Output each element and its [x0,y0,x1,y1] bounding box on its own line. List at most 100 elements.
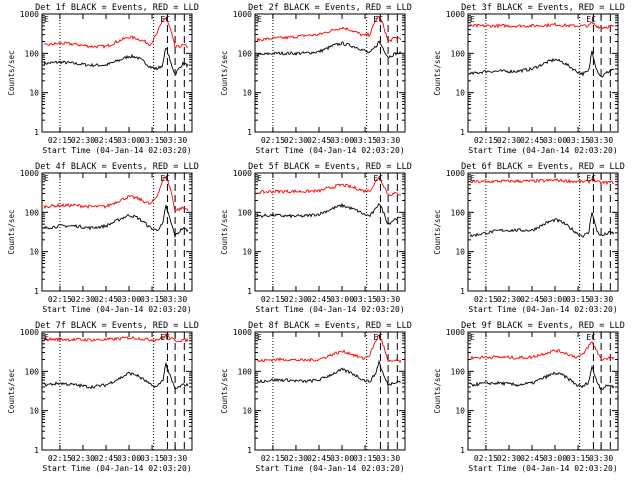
x-tick-label: 02:45 [307,295,331,304]
x-tick-label: 02:30 [284,295,308,304]
y-tick-label: 10 [242,407,252,416]
x-axis-label: Start Time (04-Jan-14 02:03:20) [468,464,617,473]
panel-title: Det 8f BLACK = Events, RED = LLD [248,321,412,331]
x-tick-label: 02:45 [94,454,118,463]
y-tick-label: 1000 [446,328,465,337]
y-tick-label: 10 [455,248,465,257]
y-tick-label: 1 [247,128,252,137]
x-tick-label: 02:30 [497,295,521,304]
series-line-lld [469,21,615,30]
flare-flag-label: E [44,174,49,183]
y-tick-label: 100 [238,49,253,58]
x-tick-label: 02:30 [284,136,308,145]
y-axis-label: Counts/sec [433,368,442,413]
y-tick-label: 100 [25,208,40,217]
x-tick-label: 02:45 [520,454,544,463]
detector-panel-1: Det 1f BLACK = Events, RED = LLD 1 10 100 10… [7,3,199,155]
y-tick-label: 1000 [20,328,39,337]
flare-flag-label: E [257,174,262,183]
x-tick-label: 02:15 [474,454,498,463]
y-axis-label: Counts/sec [7,50,16,95]
x-tick-label: 02:15 [48,454,72,463]
series-line-lld [469,177,615,186]
detector-panel-8: Det 8f BLACK = Events, RED = LLD 1 10 100 10… [220,321,412,473]
x-axis-label: Start Time (04-Jan-14 02:03:20) [468,305,617,314]
series-line-events [43,204,189,239]
x-tick-label: 03:15 [140,454,164,463]
x-tick-label: 03:15 [140,136,164,145]
x-tick-label: 03:30 [589,454,613,463]
y-tick-label: 1 [34,446,39,455]
series-line-lld [469,341,615,361]
plot-frame [41,172,193,292]
x-tick-label: 02:15 [48,136,72,145]
panel-title: Det 7f BLACK = Events, RED = LLD [35,321,199,331]
x-tick-label: 02:15 [474,136,498,145]
x-tick-label: 02:45 [94,295,118,304]
x-tick-label: 02:30 [284,454,308,463]
y-tick-label: 1 [247,287,252,296]
x-tick-label: 03:00 [330,136,354,145]
x-tick-label: 03:00 [543,136,567,145]
x-tick-label: 03:15 [566,295,590,304]
detector-panel-6: Det 6f BLACK = Events, RED = LLD 1 10 100 10… [433,162,625,314]
series-line-events [469,50,615,78]
detector-panel-3: Det 3f BLACK = Events, RED = LLD 1 10 100 10… [433,3,625,155]
x-tick-label: 02:45 [520,136,544,145]
y-tick-label: 10 [29,89,39,98]
series-line-events [256,40,402,59]
y-tick-label: 1000 [20,10,39,19]
x-tick-label: 03:30 [376,454,400,463]
flare-flag-label: E [257,15,262,24]
y-axis-label: Counts/sec [7,209,16,254]
y-tick-label: 1000 [20,169,39,178]
y-tick-label: 100 [25,367,40,376]
series-line-lld [256,176,402,196]
flare-flag-label: E [257,333,262,342]
y-tick-label: 10 [455,407,465,416]
y-tick-label: 1 [247,446,252,455]
attenuator-flag-label: EC [160,174,170,183]
flare-flag-label: E [470,333,475,342]
panel-title: Det 2f BLACK = Events, RED = LLD [248,3,412,13]
y-tick-label: 100 [25,49,40,58]
attenuator-flag-label: EC [373,174,383,183]
panel-title: Det 9f BLACK = Events, RED = LLD [461,321,625,331]
y-axis-label: Counts/sec [433,209,442,254]
series-line-events [43,47,189,75]
x-tick-label: 02:30 [497,454,521,463]
attenuator-flag-label: EC [160,15,170,24]
series-line-events [469,212,615,239]
x-tick-label: 03:00 [117,136,141,145]
y-tick-label: 1 [34,287,39,296]
x-tick-label: 03:30 [589,295,613,304]
y-tick-label: 1000 [446,169,465,178]
plot-frame [254,172,406,292]
y-tick-label: 100 [451,367,466,376]
plot-frame [467,331,619,451]
x-tick-label: 03:00 [543,454,567,463]
attenuator-flag-label: EC [373,333,383,342]
y-tick-label: 10 [29,407,39,416]
y-tick-label: 1 [460,446,465,455]
x-tick-label: 02:30 [71,454,95,463]
x-axis-label: Start Time (04-Jan-14 02:03:20) [255,146,404,155]
x-tick-label: 02:30 [497,136,521,145]
y-tick-label: 1000 [233,169,252,178]
x-tick-label: 03:00 [543,295,567,304]
series-line-events [43,362,189,390]
x-tick-label: 03:30 [376,295,400,304]
x-tick-label: 02:30 [71,295,95,304]
x-tick-label: 03:15 [353,454,377,463]
x-tick-label: 02:45 [307,136,331,145]
x-tick-label: 03:00 [330,454,354,463]
x-axis-label: Start Time (04-Jan-14 02:03:20) [42,146,191,155]
y-tick-label: 1000 [233,10,252,19]
y-tick-label: 100 [238,367,253,376]
plot-frame [41,331,193,451]
x-tick-label: 02:15 [261,136,285,145]
plot-frame [467,13,619,133]
y-axis-label: Counts/sec [7,368,16,413]
series-line-lld [43,17,188,50]
y-tick-label: 10 [242,89,252,98]
